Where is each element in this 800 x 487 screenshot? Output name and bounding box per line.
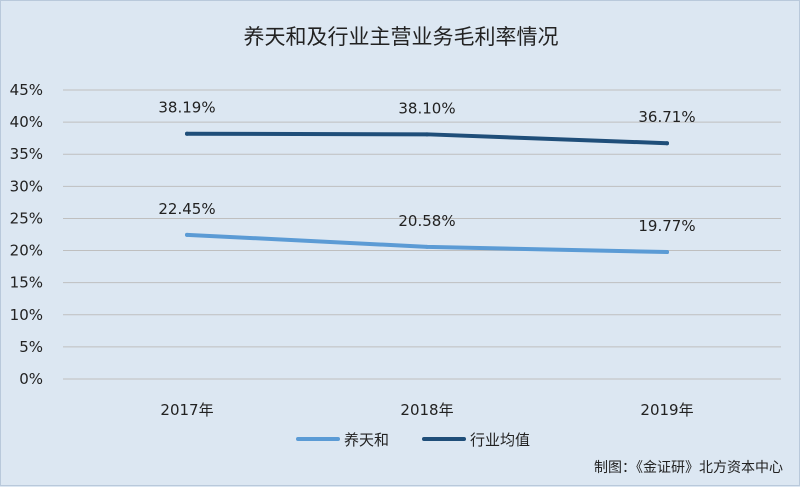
y-tick-label: 40% bbox=[10, 113, 43, 131]
data-label: 38.10% bbox=[398, 99, 455, 117]
chart-title: 养天和及行业主营业务毛利率情况 bbox=[244, 25, 559, 49]
data-label: 22.45% bbox=[158, 200, 215, 218]
legend-label: 行业均值 bbox=[470, 431, 530, 449]
data-point bbox=[665, 250, 669, 255]
y-tick-label: 0% bbox=[19, 370, 43, 388]
data-label: 19.77% bbox=[638, 217, 695, 235]
y-tick-label: 15% bbox=[10, 274, 43, 292]
data-labels: 22.45% 20.58% 19.77% 38.19% 38.10% 36.71% bbox=[158, 99, 695, 235]
series-line-0 bbox=[185, 232, 669, 255]
data-label: 36.71% bbox=[638, 108, 695, 126]
y-tick-label: 20% bbox=[10, 242, 43, 260]
y-tick-label: 30% bbox=[10, 177, 43, 195]
x-axis: 2017年 2018年 2019年 bbox=[160, 401, 693, 419]
legend-label: 养天和 bbox=[344, 431, 389, 449]
x-tick-label: 2019年 bbox=[640, 401, 693, 419]
data-point bbox=[665, 141, 669, 146]
data-point bbox=[185, 232, 189, 237]
data-point bbox=[425, 132, 429, 137]
source-credit: 制图：《金证研》北方资本中心 bbox=[594, 460, 783, 476]
series-lines bbox=[185, 131, 669, 255]
y-tick-label: 10% bbox=[10, 306, 43, 324]
y-axis: 0% 5% 10% 15% 20% 25% 30% 35% 40% 45% bbox=[10, 81, 43, 388]
legend: 养天和 行业均值 bbox=[296, 431, 530, 449]
y-tick-label: 25% bbox=[10, 209, 43, 227]
y-tick-label: 45% bbox=[10, 81, 43, 99]
x-tick-label: 2017年 bbox=[160, 401, 213, 419]
data-point bbox=[185, 131, 189, 136]
gridlines bbox=[63, 89, 781, 380]
y-tick-label: 35% bbox=[10, 145, 43, 163]
data-label: 38.19% bbox=[158, 99, 215, 117]
data-point bbox=[425, 244, 429, 249]
data-label: 20.58% bbox=[398, 212, 455, 230]
x-tick-label: 2018年 bbox=[400, 401, 453, 419]
y-tick-label: 5% bbox=[19, 338, 43, 356]
